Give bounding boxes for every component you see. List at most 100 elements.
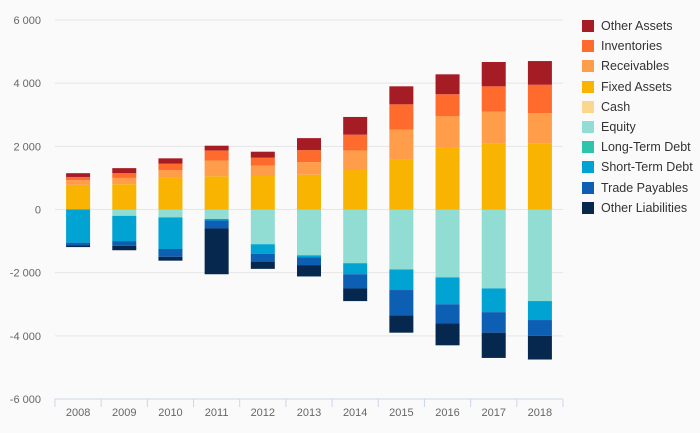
bar-segment-other-assets <box>389 86 414 105</box>
bar-segment-short-term-debt <box>250 244 275 254</box>
x-tick-label: 2009 <box>112 407 136 419</box>
x-tick-label: 2014 <box>343 407 367 419</box>
bar-segment-other-liabilities <box>158 256 183 261</box>
bar-segment-other-assets <box>343 116 368 135</box>
legend-swatch <box>582 20 594 33</box>
bar-segment-inventories <box>204 150 229 161</box>
legend-label: Other Assets <box>601 19 673 34</box>
bar-segment-trade-payables <box>389 290 414 316</box>
y-tick-label: 2 000 <box>13 141 41 153</box>
bar-segment-receivables <box>481 111 506 144</box>
bar-segment-other-liabilities <box>435 323 460 346</box>
bar-segment-receivables <box>204 160 229 177</box>
bar-segment-short-term-debt <box>343 263 368 275</box>
bar-segment-trade-payables <box>297 257 321 266</box>
x-tick-label: 2010 <box>158 407 182 419</box>
legend-label: Inventories <box>601 39 663 54</box>
legend-swatch <box>582 141 594 154</box>
bar-segment-short-term-debt <box>481 288 506 313</box>
bar-segment-receivables <box>389 129 414 160</box>
legend-swatch <box>582 60 594 73</box>
bar-segment-trade-payables <box>343 274 368 289</box>
bar-segment-equity <box>435 209 460 278</box>
bar-segment-equity <box>112 209 137 216</box>
legend-item[interactable]: Equity <box>582 117 693 137</box>
bar-segment-equity <box>481 209 506 289</box>
legend-item[interactable]: Inventories <box>582 36 693 56</box>
bar-segment-fixed-assets <box>527 143 552 210</box>
x-tick-label: 2011 <box>205 407 229 419</box>
bar-segment-fixed-assets <box>66 184 91 210</box>
legend-swatch <box>582 80 594 93</box>
bar-segment-trade-payables <box>250 253 275 262</box>
legend-item[interactable]: Trade Payables <box>582 178 693 198</box>
bar-segment-short-term-debt <box>158 217 183 249</box>
bar-segment-other-liabilities <box>481 332 506 358</box>
bar-segment-inventories <box>297 150 321 163</box>
x-tick-label: 2013 <box>297 407 321 419</box>
legend-item[interactable]: Fixed Assets <box>582 77 693 97</box>
x-tick-label: 2017 <box>481 407 505 419</box>
x-tick-label: 2012 <box>251 407 275 419</box>
bar-segment-other-assets <box>435 74 460 95</box>
bar-segment-equity <box>204 209 229 219</box>
bar-segment-inventories <box>527 84 552 114</box>
bar-segment-other-assets <box>112 168 137 174</box>
legend-swatch <box>582 201 594 214</box>
bar-segment-trade-payables <box>481 312 506 333</box>
legend-item[interactable]: Long-Term Debt <box>582 137 693 157</box>
bar-segment-inventories <box>112 173 137 178</box>
bar-segment-trade-payables <box>435 304 460 324</box>
bar-segment-short-term-debt <box>297 255 321 258</box>
bar-segment-trade-payables <box>158 248 183 257</box>
bar-segment-other-liabilities <box>66 245 91 248</box>
x-tick-label: 2016 <box>435 407 459 419</box>
bar-segment-inventories <box>250 157 275 166</box>
bar-segment-other-liabilities <box>250 261 275 269</box>
bar-segment-short-term-debt <box>527 301 552 321</box>
bar-segment-fixed-assets <box>204 176 229 210</box>
y-tick-label: -2 000 <box>10 268 41 280</box>
bar-segment-receivables <box>527 113 552 144</box>
bar-segment-inventories <box>481 86 506 112</box>
bar-segment-receivables <box>66 180 91 185</box>
legend-label: Short-Term Debt <box>601 160 693 175</box>
bar-segment-fixed-assets <box>250 176 275 210</box>
bar-segment-fixed-assets <box>389 159 414 210</box>
bar-segment-equity <box>297 209 321 256</box>
bar-segment-fixed-assets <box>343 170 368 210</box>
legend-item[interactable]: Short-Term Debt <box>582 157 693 177</box>
bar-segment-other-assets <box>250 151 275 158</box>
legend-item[interactable]: Other Liabilities <box>582 198 693 218</box>
bars <box>66 61 552 360</box>
legend-label: Receivables <box>601 59 670 74</box>
y-axis-tick-labels: -6 000 -4 000 -2 000 0 2 000 4 000 6 000 <box>10 15 41 406</box>
bar-segment-receivables <box>158 170 183 178</box>
bar-segment-other-assets <box>66 173 91 177</box>
legend-item[interactable]: Cash <box>582 97 693 117</box>
bar-segment-equity <box>158 209 183 218</box>
bar-segment-other-assets <box>158 158 183 164</box>
legend-item[interactable]: Receivables <box>582 56 693 76</box>
bar-segment-fixed-assets <box>297 174 321 210</box>
legend-label: Other Liabilities <box>601 200 688 215</box>
bar-segment-inventories <box>66 176 91 181</box>
legend-item[interactable]: Other Assets <box>582 16 693 36</box>
bar-segment-short-term-debt <box>66 209 91 243</box>
bar-segment-short-term-debt <box>204 218 229 221</box>
legend-label: Cash <box>601 99 631 114</box>
legend-swatch <box>582 161 594 174</box>
bar-segment-receivables <box>343 150 368 171</box>
bar-segment-inventories <box>343 134 368 151</box>
x-axis: 2008 2009 2010 2011 2012 2013 2014 2015 2016 2017… <box>54 398 564 419</box>
bar-segment-other-assets <box>481 62 506 87</box>
bar-segment-receivables <box>435 116 460 148</box>
bar-segment-other-liabilities <box>343 288 368 302</box>
bar-segment-equity <box>250 209 275 245</box>
legend-label: Long-Term Debt <box>601 140 691 155</box>
bar-segment-equity <box>343 209 368 264</box>
bar-segment-other-liabilities <box>389 315 414 333</box>
bar-segment-inventories <box>435 94 460 117</box>
bar-segment-other-liabilities <box>527 335 552 360</box>
